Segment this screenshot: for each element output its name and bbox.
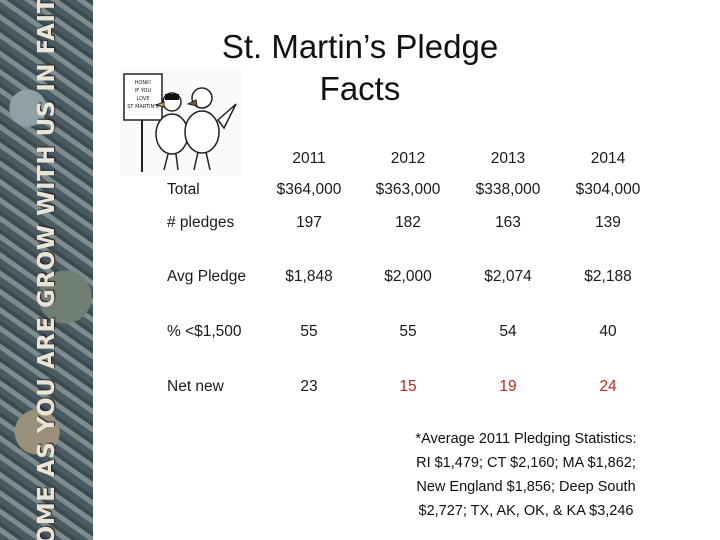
table-cell: 55 — [399, 323, 417, 340]
table-cell: $1,848 — [285, 268, 333, 285]
year-header-2014: 2014 — [590, 150, 626, 167]
footnote-line: RI $1,479; CT $2,160; MA $1,862; — [416, 455, 636, 471]
row-label-pledges: # pledges — [167, 214, 235, 231]
svg-text:HONK!: HONK! — [135, 80, 152, 86]
year-header-2012: 2012 — [390, 150, 426, 167]
title-line-1: St. Martin’s Pledge — [221, 28, 499, 65]
row-label-avg-pledge: Avg Pledge — [167, 268, 246, 285]
svg-text:LOVE: LOVE — [136, 96, 149, 102]
table-cell-highlight: 24 — [599, 378, 617, 395]
page-title: St. Martin’s Pledge Facts — [195, 26, 525, 110]
table-cell: 182 — [395, 214, 421, 231]
year-header-2013: 2013 — [490, 150, 526, 167]
geese-cartoon-icon: HONK! IF YOU LOVE ST MARTIN'S — [120, 68, 242, 176]
year-header-2011: 2011 — [292, 150, 326, 167]
mosaic-sidebar: COME AS YOU ARE GROW WITH US IN FAITH — [0, 0, 93, 540]
table-cell: 197 — [296, 214, 322, 231]
row-label-total: Total — [167, 181, 200, 198]
table-cell-highlight: 19 — [499, 378, 517, 395]
table-cell: $2,188 — [584, 268, 632, 285]
table-cell-highlight: 15 — [399, 378, 417, 395]
table-cell: $304,000 — [575, 181, 641, 198]
footnote: *Average 2011 Pledging Statistics: RI $1… — [386, 427, 666, 523]
table-cell: $2,074 — [484, 268, 532, 285]
footnote-line: New England $1,856; Deep South — [416, 479, 636, 495]
table-cell: $2,000 — [384, 268, 432, 285]
title-line-2: Facts — [319, 70, 401, 107]
table-cell: $363,000 — [375, 181, 441, 198]
row-label-net-new: Net new — [167, 378, 224, 395]
mosaic-slogan: COME AS YOU ARE GROW WITH US IN FAITH — [34, 0, 60, 540]
table-cell: $364,000 — [276, 181, 342, 198]
table-cell: 23 — [300, 378, 318, 395]
footnote-line: $2,727; TX, AK, OK, & KA $3,246 — [418, 503, 634, 519]
table-cell: $338,000 — [475, 181, 541, 198]
svg-text:ST MARTIN'S: ST MARTIN'S — [127, 104, 158, 110]
table-cell: 54 — [499, 323, 517, 340]
row-label-under-1500: % <$1,500 — [167, 323, 242, 340]
footnote-line: *Average 2011 Pledging Statistics: — [415, 431, 637, 447]
table-cell: 55 — [300, 323, 318, 340]
svg-text:IF YOU: IF YOU — [135, 88, 152, 94]
table-cell: 163 — [495, 214, 521, 231]
table-cell: 139 — [595, 214, 621, 231]
table-cell: 40 — [599, 323, 617, 340]
